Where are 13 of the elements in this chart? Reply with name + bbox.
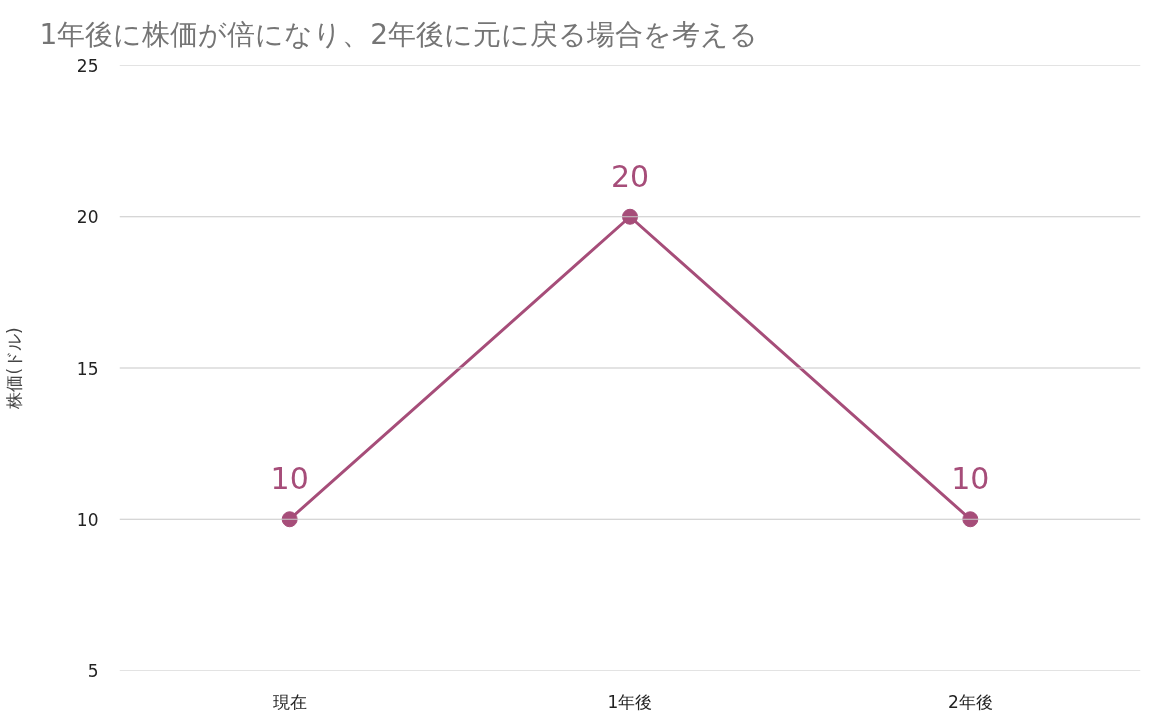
y-tick-label: 25 <box>76 56 99 76</box>
x-tick-label: 現在 <box>272 691 307 712</box>
data-label: 20 <box>610 158 650 194</box>
y-tick-label: 5 <box>87 661 99 681</box>
x-tick-label: 1年後 <box>607 691 653 712</box>
y-tick-label: 15 <box>76 358 99 379</box>
chart-title: 1年後に株価が倍になり、2年後に元に戻る場合を考える <box>39 17 759 51</box>
data-label: 10 <box>270 461 309 497</box>
x-tick-label: 2年後 <box>947 691 993 712</box>
y-axis-title: 株価(ドル) <box>3 327 24 410</box>
data-label: 10 <box>951 461 990 497</box>
y-tick-label: 10 <box>76 509 99 530</box>
y-tick-label: 20 <box>76 207 99 228</box>
